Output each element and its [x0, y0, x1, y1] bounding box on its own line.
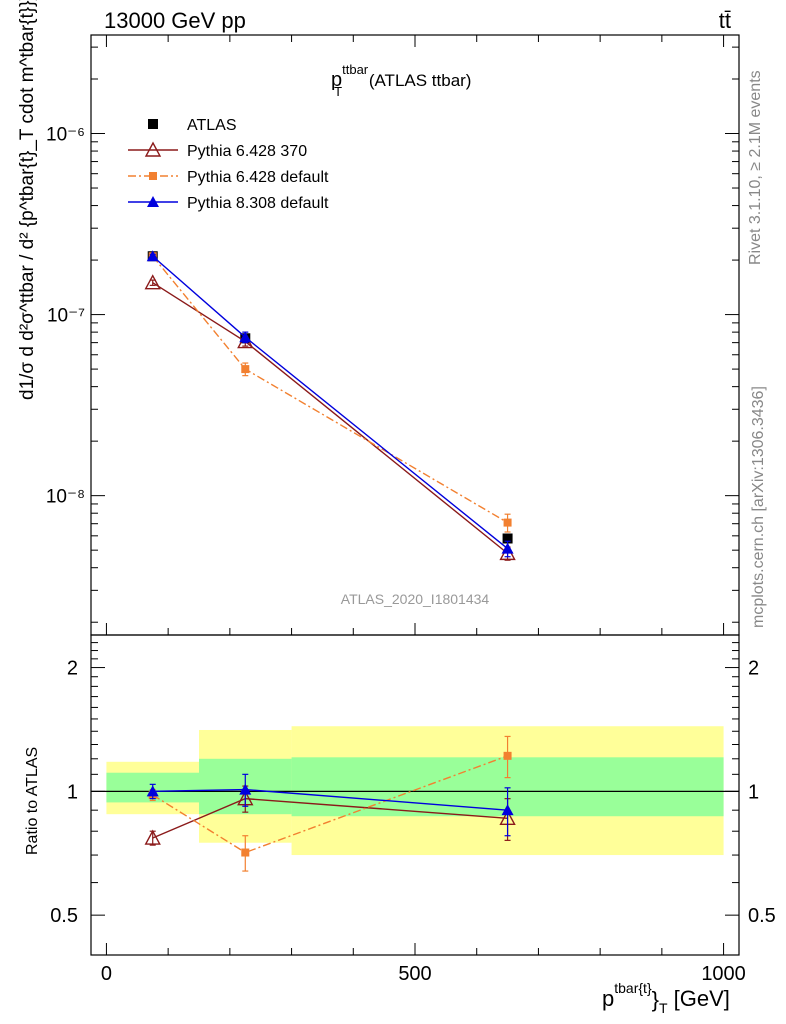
energy-label: 13000 GeV pp [104, 8, 246, 33]
ratio-y-tick-label-left: 1 [67, 781, 78, 803]
ratio-series-2 [146, 773, 514, 837]
y-tick-label: 10⁻⁸ [46, 487, 85, 508]
source-label: mcplots.cern.ch [arXiv:1306.3436] [750, 386, 767, 628]
ratio-data-point [241, 848, 250, 857]
ratio-y-tick-label-right: 1 [748, 781, 759, 803]
y-tick-label: 10⁻⁶ [46, 125, 85, 146]
legend-marker [149, 172, 157, 180]
main-series-line [152, 255, 508, 524]
main-data-point [501, 542, 514, 554]
ratio-data-point [503, 751, 512, 760]
legend-entry-3: Pythia 8.308 default [128, 195, 329, 212]
main-data-point [146, 250, 159, 262]
x-axis-label: ptbar{t}}T [GeV] [602, 980, 730, 1016]
legend-label: Pythia 6.428 default [187, 169, 329, 186]
main-series-line [152, 255, 509, 550]
ratio-series-line [152, 755, 508, 854]
ratio-data-point [501, 804, 514, 816]
x-tick-label: 1000 [701, 963, 746, 985]
main-data-point [239, 331, 252, 343]
x-tick-label: 0 [101, 963, 112, 985]
legend: ATLAS Pythia 6.428 370 Pythia 6.428 defaul… [128, 117, 329, 212]
axis-tick-labels: 0 500 1000 10⁻⁸ 10⁻⁷ 10⁻⁶ 0.5 0.5 1 1 2 2 [46, 125, 776, 985]
ratio-series-1 [148, 735, 512, 872]
ratio-y-axis-label: Ratio to ATLAS [24, 747, 41, 855]
ratio-y-tick-label-right: 0.5 [748, 905, 776, 927]
legend-entry-1: Pythia 6.428 370 [128, 141, 307, 160]
legend-label: Pythia 8.308 default [187, 195, 329, 212]
main-series-2 [148, 252, 512, 533]
ratio-data-point [144, 829, 161, 845]
watermark: ATLAS_2020_I1801434 [341, 591, 490, 607]
main-data-point [144, 274, 161, 290]
ratio-y-tick-label-right: 2 [748, 658, 759, 680]
rivet-label: Rivet 3.1.10, ≥ 2.1M events [747, 70, 764, 265]
legend-label: Pythia 6.428 370 [187, 143, 307, 160]
main-series-0 [147, 251, 513, 544]
ratio-y-tick-label-left: 0.5 [50, 905, 78, 927]
legend-marker [148, 119, 158, 129]
ratio-y-tick-label-left: 2 [67, 658, 78, 680]
main-data-point [502, 533, 513, 544]
ratio-data-point [146, 785, 159, 797]
main-data-point [503, 518, 512, 527]
ratio-data-point [239, 783, 252, 795]
plot-title: pttbar T (ATLAS ttbar) [331, 62, 471, 99]
main-y-axis-label: d1/σ d d²σ^ttbar / d² {p^tbar{t}_T cdot … [17, 0, 38, 400]
process-label: tt̄ [719, 8, 731, 33]
y-tick-label: 10⁻⁷ [47, 306, 85, 327]
legend-label: ATLAS [187, 117, 237, 134]
ratio-series [144, 735, 516, 872]
legend-entry-0: ATLAS [148, 117, 237, 134]
main-series-3 [146, 250, 514, 558]
x-tick-label: 500 [398, 963, 431, 985]
legend-marker [144, 141, 162, 157]
main-data-point [241, 365, 250, 374]
main-series [144, 250, 516, 561]
legend-entry-2: Pythia 6.428 default [128, 169, 329, 186]
legend-marker [147, 196, 159, 207]
